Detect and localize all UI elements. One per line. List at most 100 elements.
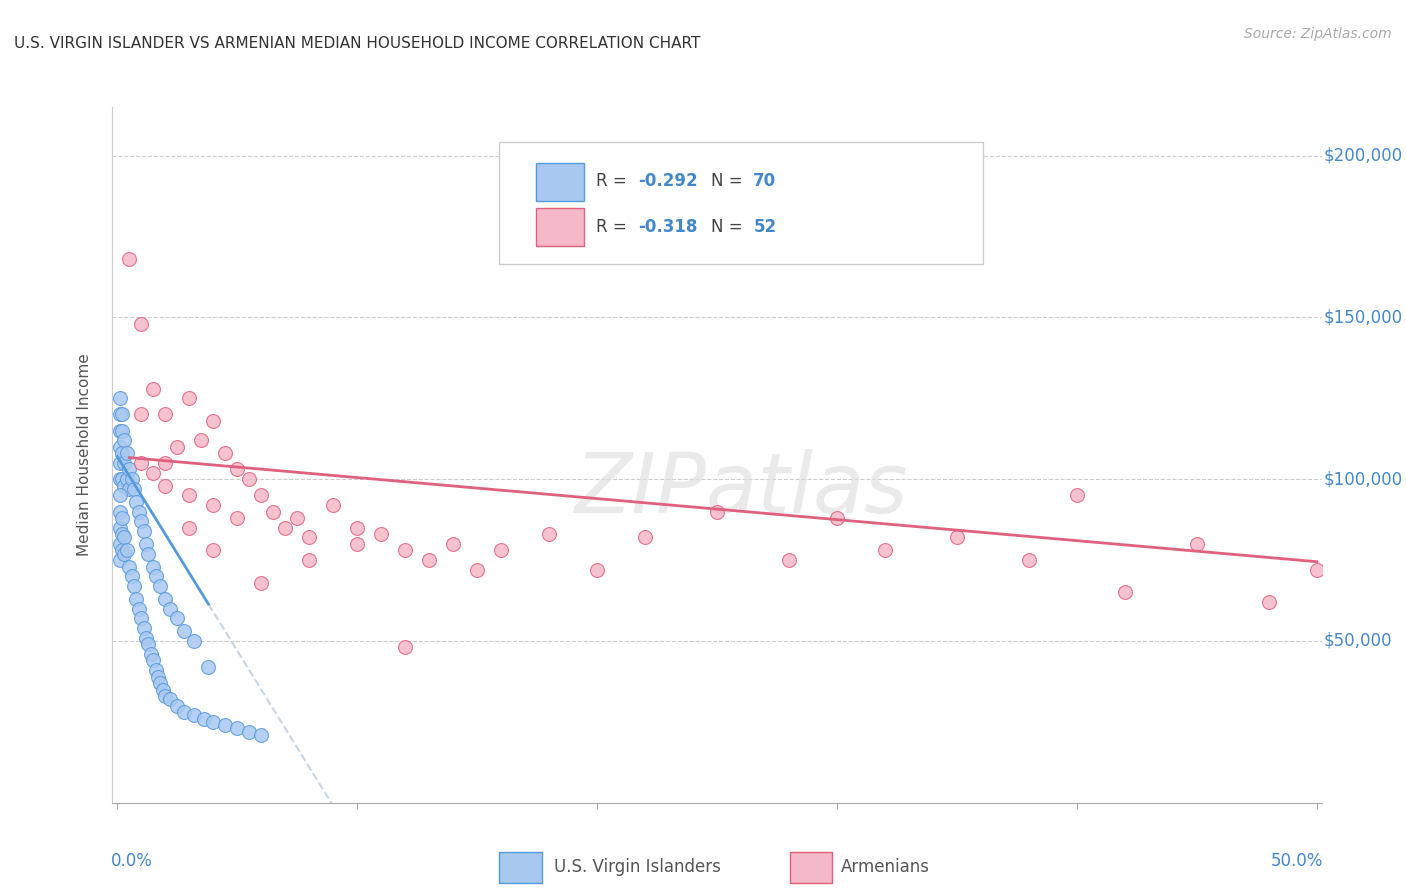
Point bbox=[250, 575, 273, 590]
Point bbox=[197, 660, 219, 674]
Point bbox=[108, 537, 131, 551]
Point bbox=[173, 624, 195, 639]
Point bbox=[149, 676, 172, 690]
Point bbox=[108, 440, 131, 454]
Point bbox=[166, 611, 188, 625]
Point bbox=[111, 511, 134, 525]
Point bbox=[538, 527, 561, 541]
Point bbox=[152, 682, 174, 697]
Text: N =: N = bbox=[711, 172, 748, 191]
Point bbox=[114, 547, 136, 561]
Point bbox=[114, 478, 136, 492]
Point bbox=[111, 408, 134, 422]
Point bbox=[946, 531, 969, 545]
FancyBboxPatch shape bbox=[790, 852, 832, 883]
Point bbox=[166, 440, 188, 454]
Point bbox=[262, 504, 284, 518]
Point bbox=[298, 531, 321, 545]
Text: $100,000: $100,000 bbox=[1324, 470, 1403, 488]
Point bbox=[1306, 563, 1329, 577]
Text: 70: 70 bbox=[754, 172, 776, 191]
Point bbox=[159, 601, 181, 615]
Point bbox=[489, 543, 512, 558]
Point bbox=[121, 472, 143, 486]
Point bbox=[135, 631, 157, 645]
Point bbox=[226, 462, 249, 476]
Point bbox=[122, 579, 145, 593]
Point bbox=[346, 521, 368, 535]
Point bbox=[250, 488, 273, 502]
Point bbox=[202, 414, 225, 428]
Point bbox=[111, 527, 134, 541]
Point bbox=[298, 553, 321, 567]
Point bbox=[183, 708, 205, 723]
Point bbox=[142, 382, 165, 396]
Point bbox=[322, 498, 344, 512]
Point bbox=[190, 434, 212, 448]
Point bbox=[155, 456, 177, 470]
Point bbox=[238, 472, 260, 486]
Point bbox=[706, 504, 728, 518]
Point bbox=[115, 446, 138, 460]
Text: -0.292: -0.292 bbox=[638, 172, 699, 191]
Point bbox=[129, 611, 152, 625]
Point bbox=[108, 456, 131, 470]
Point bbox=[108, 488, 131, 502]
Point bbox=[214, 446, 236, 460]
Text: 52: 52 bbox=[754, 218, 776, 235]
Point bbox=[778, 553, 800, 567]
Point bbox=[418, 553, 440, 567]
Point bbox=[202, 543, 225, 558]
Point bbox=[146, 670, 169, 684]
Point bbox=[111, 543, 134, 558]
Point bbox=[238, 724, 260, 739]
Point bbox=[226, 722, 249, 736]
Point bbox=[108, 408, 131, 422]
Point bbox=[111, 472, 134, 486]
Text: 50.0%: 50.0% bbox=[1271, 852, 1323, 870]
Point bbox=[108, 504, 131, 518]
Point bbox=[108, 424, 131, 438]
Point bbox=[114, 531, 136, 545]
Point bbox=[173, 705, 195, 719]
Point bbox=[183, 634, 205, 648]
Point bbox=[1066, 488, 1088, 502]
Point bbox=[128, 601, 150, 615]
Point bbox=[108, 472, 131, 486]
Text: 0.0%: 0.0% bbox=[111, 852, 153, 870]
Point bbox=[1018, 553, 1040, 567]
Point bbox=[132, 524, 155, 538]
Point bbox=[129, 317, 152, 331]
Point bbox=[138, 547, 160, 561]
Point bbox=[155, 689, 177, 703]
Point bbox=[441, 537, 464, 551]
Text: N =: N = bbox=[711, 218, 748, 235]
Point bbox=[138, 637, 160, 651]
Point bbox=[129, 514, 152, 528]
Point bbox=[121, 569, 143, 583]
FancyBboxPatch shape bbox=[499, 852, 541, 883]
Point bbox=[111, 446, 134, 460]
Text: ZIPatlas: ZIPatlas bbox=[575, 450, 908, 530]
Point bbox=[226, 511, 249, 525]
Point bbox=[202, 714, 225, 729]
Point bbox=[108, 392, 131, 406]
Point bbox=[114, 456, 136, 470]
Point bbox=[142, 559, 165, 574]
Point bbox=[108, 553, 131, 567]
Point bbox=[274, 521, 297, 535]
Point bbox=[122, 482, 145, 496]
Point bbox=[129, 456, 152, 470]
Point bbox=[586, 563, 609, 577]
Point bbox=[115, 472, 138, 486]
Point bbox=[132, 621, 155, 635]
FancyBboxPatch shape bbox=[536, 208, 583, 246]
Y-axis label: Median Household Income: Median Household Income bbox=[77, 353, 91, 557]
Text: U.S. VIRGIN ISLANDER VS ARMENIAN MEDIAN HOUSEHOLD INCOME CORRELATION CHART: U.S. VIRGIN ISLANDER VS ARMENIAN MEDIAN … bbox=[14, 36, 700, 51]
Point bbox=[145, 569, 167, 583]
Text: Source: ZipAtlas.com: Source: ZipAtlas.com bbox=[1244, 27, 1392, 41]
Point bbox=[214, 718, 236, 732]
Point bbox=[394, 543, 416, 558]
Point bbox=[465, 563, 488, 577]
Point bbox=[108, 521, 131, 535]
